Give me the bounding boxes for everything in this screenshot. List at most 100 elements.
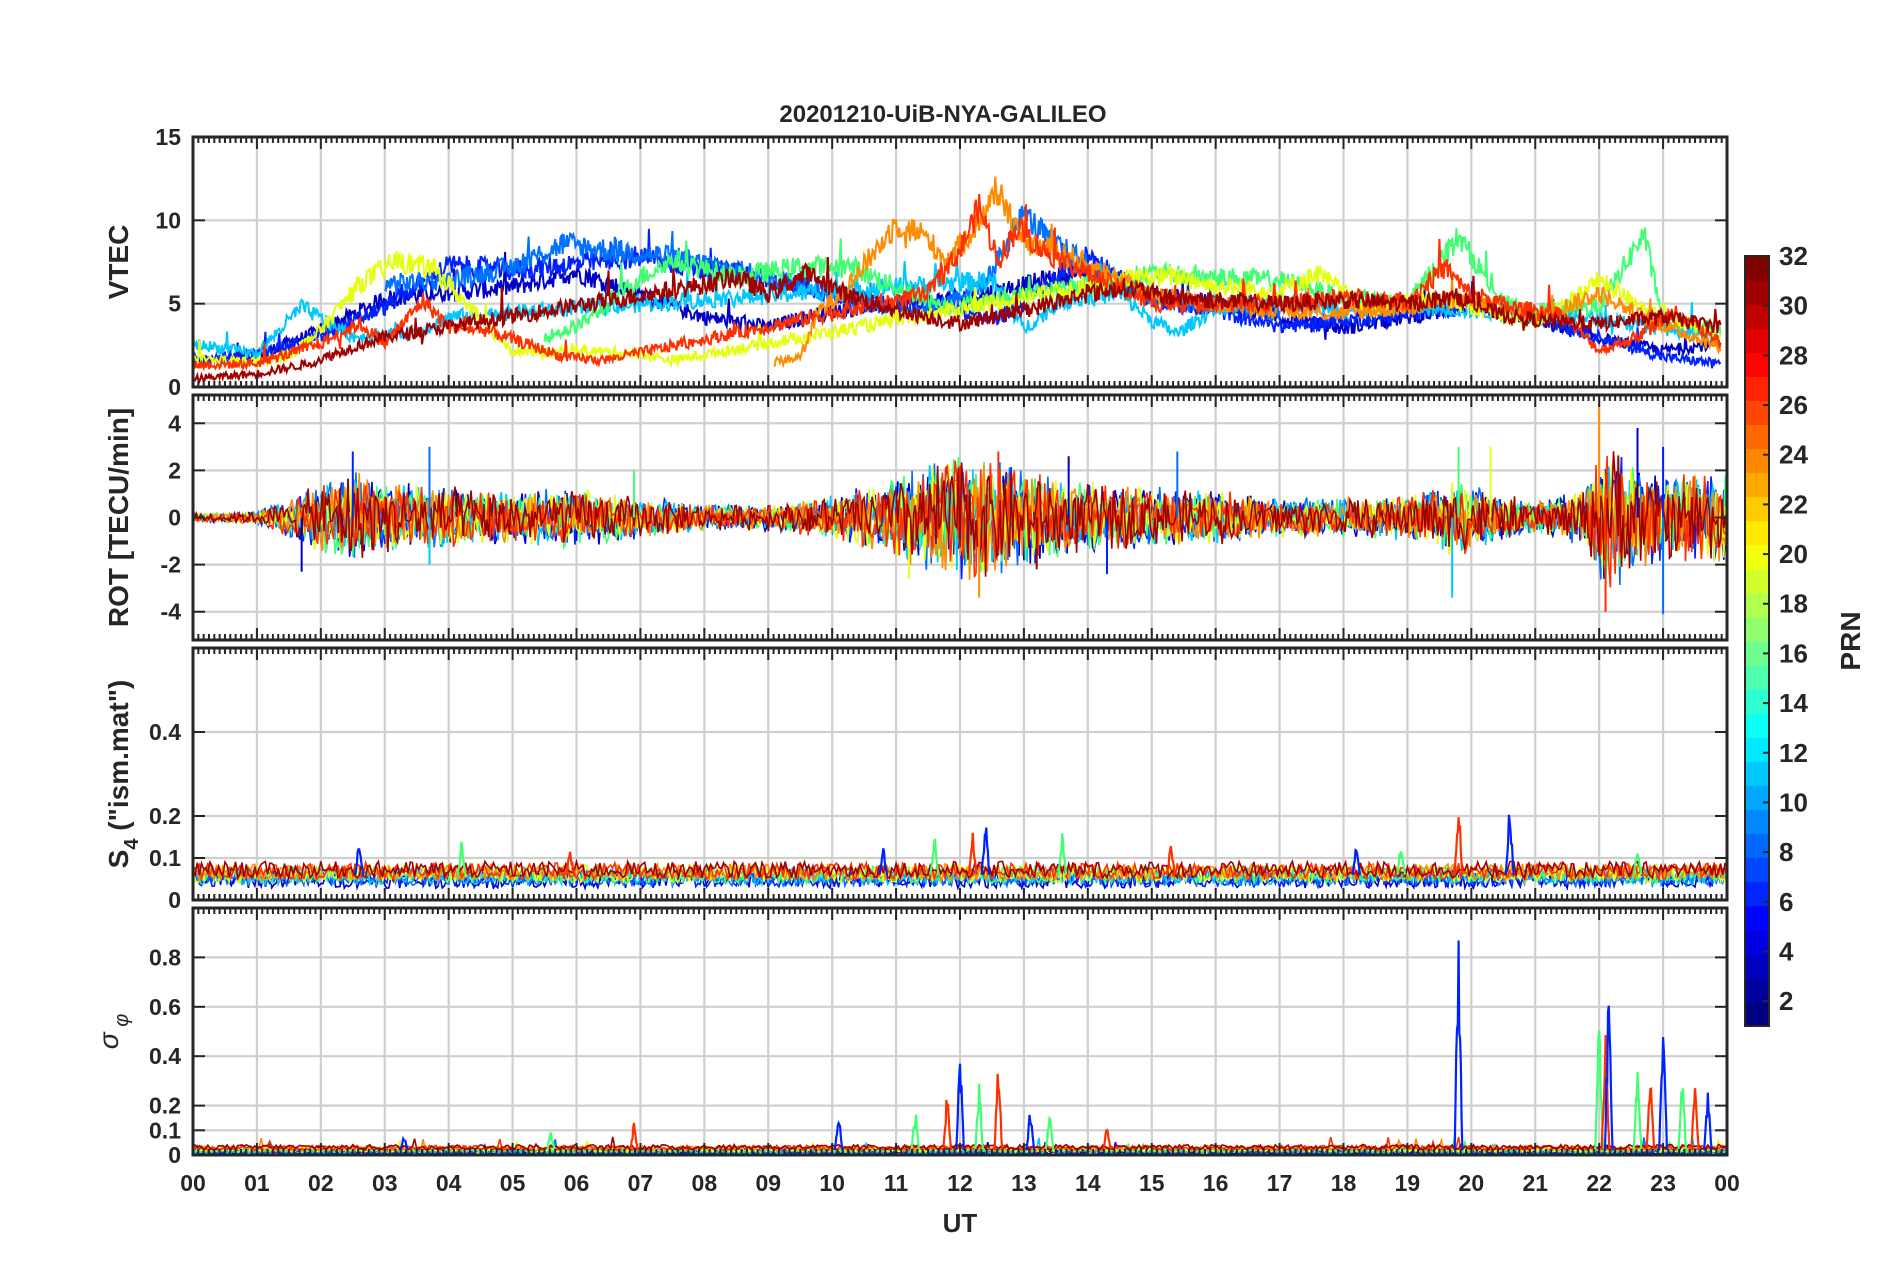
y-axis-label: S4 ("ism.mat") [103,680,143,869]
sigma_phi-burst [1632,1071,1643,1151]
colorbar-segment [1745,689,1769,714]
sigma_phi-burst [546,1132,556,1151]
sigma_phi-burst [629,1122,639,1151]
series-group [193,176,1722,384]
s4-burst [354,848,365,875]
s4-burst [1057,833,1068,875]
panel-sigma_phi: 00.10.2 0.4 0.6 0.8 σ φ 00 01 02 03 04 05 06 07 08 09 1… [93,906,1740,1196]
colorbar-tick-label: 4 [1779,936,1794,966]
y-axis-label-sub: φ [111,1014,133,1033]
x-tick-label: 21 [1522,1170,1548,1196]
colorbar-segment [1745,737,1769,762]
y-tick-label: 0.2 [149,803,181,829]
sigma_phi-burst [1677,1088,1688,1151]
x-tick-label: 06 [564,1170,590,1196]
y-axis-label-main: S [103,850,134,869]
colorbar-segment [1745,592,1769,618]
y-tick-label: 2 [168,457,181,483]
x-tick-label: 09 [755,1170,781,1196]
x-tick-label: 04 [436,1170,462,1196]
y-axis-label: σ φ [93,1014,133,1050]
sigma_phi-burst [993,1073,1004,1151]
y-tick-label: 15 [155,124,181,150]
y-tick-label: 0.1 [149,845,181,871]
sigma_phi-burst [1702,1092,1713,1151]
s4-line-9 [193,858,1727,881]
colorbar-tick-label: 32 [1779,241,1808,271]
x-tick-label: 10 [819,1170,845,1196]
colorbar-segment [1745,304,1769,329]
y-axis-label: ROT [TECU/min] [103,408,134,627]
colorbar-segment [1745,328,1769,353]
y-axis-label-rest: ("ism.mat") [103,680,134,839]
colorbar-segment [1745,376,1769,401]
y-tick-label: -2 [161,552,181,578]
panel-rot: -4 -2 0 2 4 ROT [TECU/min] [103,393,1729,642]
s4-burst [565,851,575,875]
colorbar-segment [1745,857,1769,883]
colorbar-tick-label: 6 [1779,887,1793,917]
s4-burst [1396,851,1406,875]
colorbar-segment [1745,256,1769,281]
colorbar-label: PRN [1835,611,1866,670]
y-ticks: 0 5 10 15 [155,124,1727,400]
x-tick-labels: 00 01 02 03 04 05 06 07 08 09 10 11 12 13 14 15 16 17 18 19… [180,1170,1740,1196]
colorbar-segment [1745,1001,1769,1027]
x-tick-label: 13 [1011,1170,1037,1196]
colorbar-tick-label: 8 [1779,837,1793,867]
x-tick-label: 18 [1331,1170,1357,1196]
sigma_phi-burst [1025,1114,1036,1151]
colorbar-segment [1745,280,1769,305]
x-ticks [192,395,1728,640]
y-ticks: 00.10.2 0.4 0.6 0.8 [149,944,1727,1168]
colorbar-segment [1745,448,1769,474]
y-tick-label: 4 [168,410,181,436]
s4-burst [967,832,978,875]
x-tick-label: 16 [1203,1170,1229,1196]
colorbar-segment [1745,496,1769,522]
colorbar-tick-label: 14 [1779,688,1808,718]
colorbar-segment [1745,785,1769,811]
colorbar-segment [1745,544,1769,570]
colorbar-segment [1745,352,1769,377]
y-tick-label: -4 [161,599,182,625]
y-tick-label: 5 [168,291,181,317]
sigma_phi-burst [955,1063,965,1151]
y-tick-label: 0.4 [149,719,181,745]
y-tick-label: 10 [155,207,181,233]
s4-burst [980,827,991,875]
s4-burst [1351,848,1362,875]
sigma_phi-burst [1102,1128,1112,1151]
sigma_phi-burst [942,1099,953,1151]
colorbar-tick-label: 10 [1779,787,1808,817]
x-tick-label: 00 [1714,1170,1740,1196]
sigma_phi-burst [1690,1088,1700,1151]
y-ticks: -4 -2 0 2 4 [161,410,1727,625]
sigma_phi-burst [1645,1087,1656,1151]
sigma_phi-burst [1594,1030,1605,1151]
y-tick-label: 0 [168,887,181,913]
colorbar-tick-label: 22 [1779,489,1808,519]
colorbar-segment [1745,520,1769,546]
colorbar-segment [1745,472,1769,498]
colorbar-tick-label: 24 [1779,440,1808,470]
panel-vtec: 0 5 10 15 VTEC [103,124,1729,400]
colorbar-segment [1745,833,1769,859]
s4-burst [1453,817,1464,875]
y-ticks: 0 0.1 0.2 0.4 [149,719,1727,913]
x-ticks [192,137,1728,387]
colorbar-frame [1744,255,1770,1027]
sigma_phi-burst [1453,940,1464,1151]
y-tick-label: 0.6 [149,994,181,1020]
s4-burst [456,841,467,875]
x-tick-label: 19 [1395,1170,1421,1196]
colorbar-segment [1745,809,1769,835]
x-tick-label: 07 [628,1170,654,1196]
colorbar-tick-label: 18 [1779,589,1808,619]
sigma_phi-burst [399,1135,409,1151]
series-group [193,814,1727,892]
x-tick-label: 00 [180,1170,206,1196]
x-tick-label: 20 [1459,1170,1485,1196]
